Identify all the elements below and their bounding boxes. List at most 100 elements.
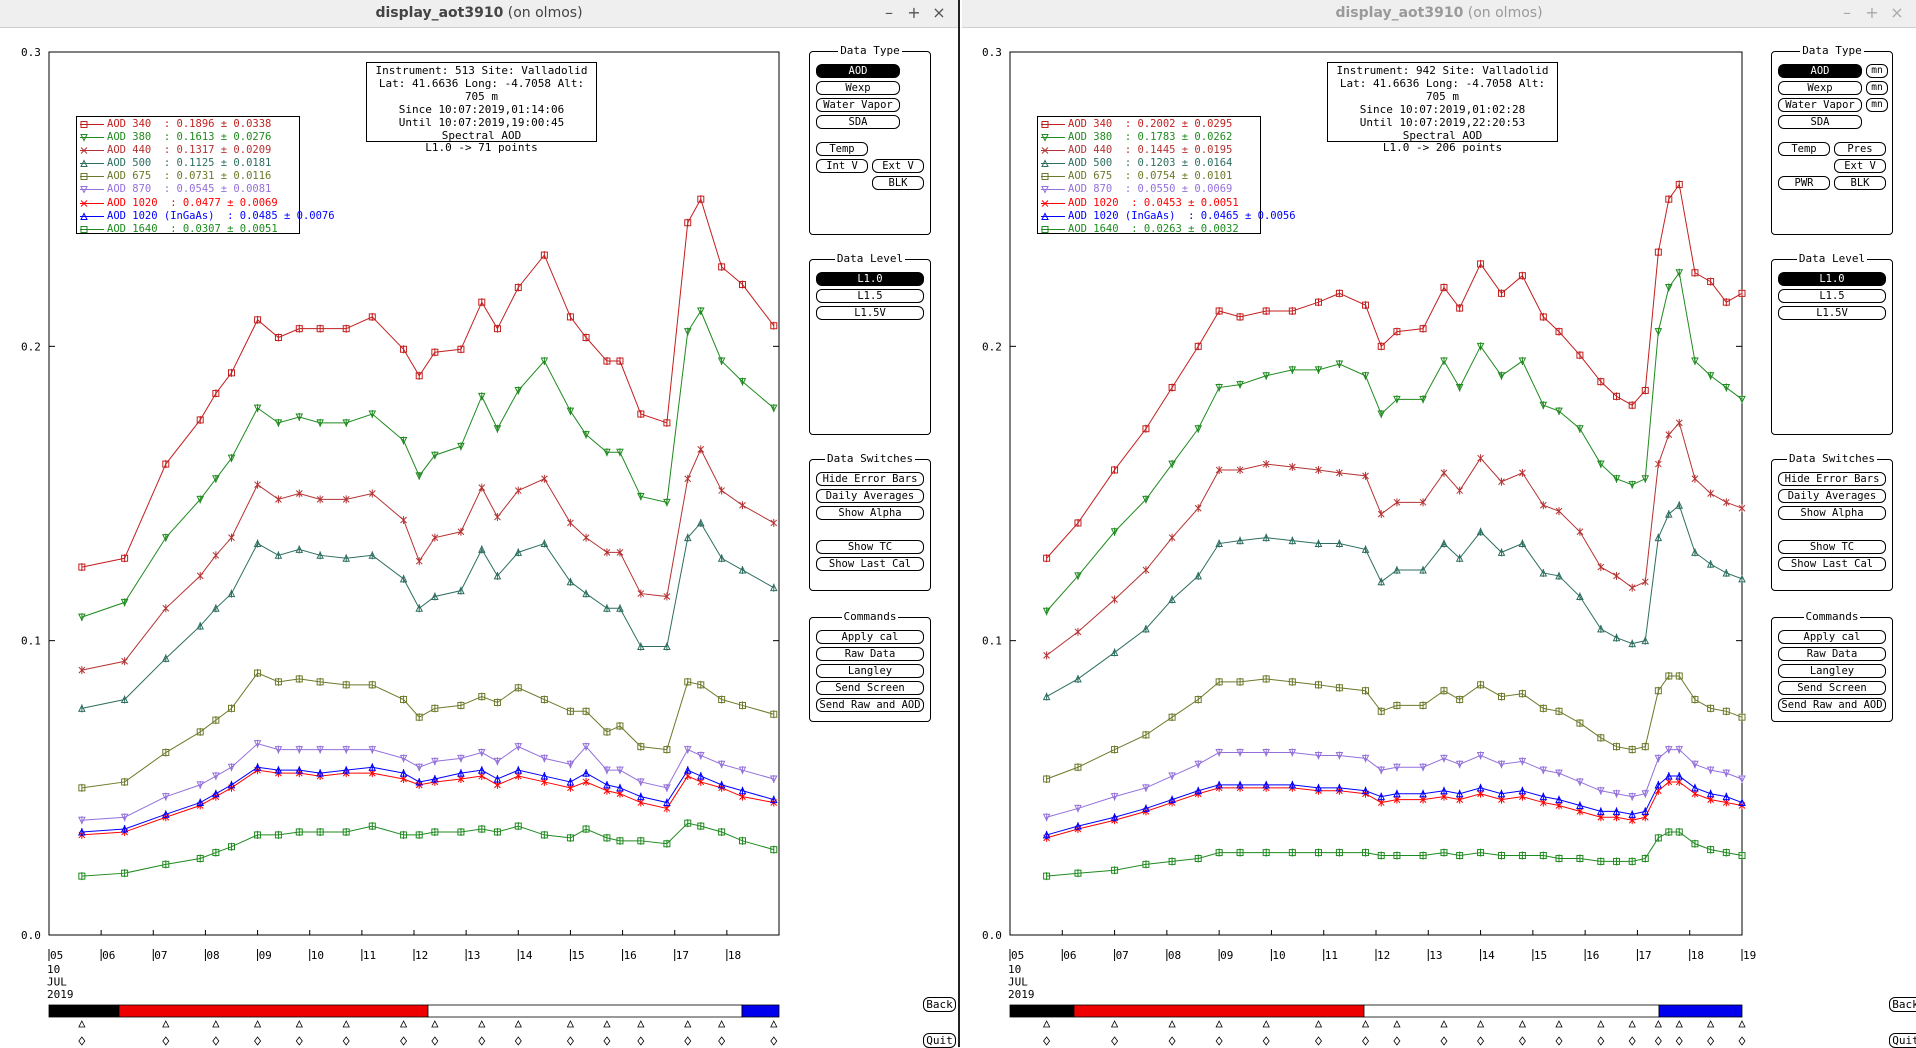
time-marker-diamond <box>1654 1036 1662 1046</box>
int-v-button[interactable]: Int V <box>816 159 868 173</box>
maximize-icon[interactable]: + <box>1865 3 1879 22</box>
data-point <box>431 534 439 542</box>
data-point <box>637 778 645 787</box>
titlebar-right[interactable]: display_aot3910 (on olmos) – + × <box>962 0 1916 28</box>
data-point <box>1194 425 1203 433</box>
hide-error-bars-button[interactable]: Hide Error Bars <box>1778 472 1886 486</box>
show-alpha-button[interactable]: Show Alpha <box>816 506 924 520</box>
quit-button[interactable]: Quit <box>923 1033 956 1048</box>
data-point <box>1288 749 1297 757</box>
data-point <box>1675 778 1683 786</box>
temp-button[interactable]: Temp <box>816 142 868 156</box>
back-button[interactable]: Back <box>1889 997 1916 1012</box>
l15-button[interactable]: L1.5 <box>816 289 924 303</box>
wexp-button[interactable]: Wexp <box>1778 81 1862 95</box>
data-point <box>663 805 671 812</box>
water-vapor-mn-button[interactable]: mn <box>1866 98 1888 112</box>
maximize-icon[interactable]: + <box>907 3 921 22</box>
data-point <box>274 419 283 427</box>
l10-button[interactable]: L1.0 <box>816 272 924 286</box>
data-point <box>457 528 465 536</box>
data-point <box>540 831 548 839</box>
minimize-icon[interactable]: – <box>1843 3 1851 22</box>
data-point <box>1738 289 1746 297</box>
daily-averages-button[interactable]: Daily Averages <box>816 489 924 503</box>
data-point <box>1111 746 1119 754</box>
ext-v-button[interactable]: Ext V <box>1834 159 1886 173</box>
send-screen-button[interactable]: Send Screen <box>816 681 924 695</box>
time-marker-diamond <box>212 1036 220 1046</box>
data-point <box>663 746 671 754</box>
l15v-button[interactable]: L1.5V <box>1778 306 1886 320</box>
back-button[interactable]: Back <box>923 997 956 1012</box>
data-point <box>540 696 548 704</box>
info-line: L1.0 -> 71 points <box>425 141 538 155</box>
data-point <box>1377 766 1386 775</box>
data-point <box>1641 475 1650 483</box>
blk-button[interactable]: BLK <box>872 176 924 190</box>
sda-button[interactable]: SDA <box>1778 115 1862 129</box>
data-point <box>1262 460 1270 468</box>
quit-button[interactable]: Quit <box>1889 1033 1916 1048</box>
data-point <box>582 589 590 598</box>
wexp-mn-button[interactable]: mn <box>1866 81 1888 95</box>
ext-v-button[interactable]: Ext V <box>872 159 924 173</box>
data-point <box>566 707 574 715</box>
data-point <box>477 392 486 401</box>
hide-error-bars-button[interactable]: Hide Error Bars <box>816 472 924 486</box>
send-raw-aod-button[interactable]: Send Raw and AOD <box>816 698 924 712</box>
data-point <box>228 369 235 377</box>
langley-button[interactable]: Langley <box>1778 664 1886 678</box>
x-tick-label: 09 <box>259 949 272 962</box>
raw-data-button[interactable]: Raw Data <box>1778 647 1886 661</box>
wexp-button[interactable]: Wexp <box>816 81 900 95</box>
data-point <box>1738 775 1746 784</box>
show-last-cal-button[interactable]: Show Last Cal <box>1778 557 1886 571</box>
titlebar-left[interactable]: display_aot3910 (on olmos) – + × <box>0 0 958 28</box>
data-point <box>603 448 611 457</box>
langley-button[interactable]: Langley <box>816 664 924 678</box>
data-point <box>1539 313 1547 321</box>
l10-button[interactable]: L1.0 <box>1778 272 1886 286</box>
l15-button[interactable]: L1.5 <box>1778 289 1886 303</box>
temp-button[interactable]: Temp <box>1778 142 1830 156</box>
panel-title: Data Switches <box>1786 452 1878 465</box>
show-tc-button[interactable]: Show TC <box>1778 540 1886 554</box>
data-point <box>1539 799 1547 806</box>
show-tc-button[interactable]: Show TC <box>816 540 924 554</box>
show-last-cal-button[interactable]: Show Last Cal <box>816 557 924 571</box>
legend-row: AOD 675 : 0.0731 ± 0.0116 <box>77 170 299 183</box>
data-point <box>739 793 746 801</box>
water-vapor-button[interactable]: Water Vapor <box>1778 98 1862 112</box>
aod-button[interactable]: AOD <box>816 64 900 78</box>
data-point <box>582 534 590 542</box>
raw-data-button[interactable]: Raw Data <box>816 647 924 661</box>
sda-button[interactable]: SDA <box>816 115 900 129</box>
aod-button[interactable]: AOD <box>1778 64 1862 78</box>
pwr-button[interactable]: PWR <box>1778 176 1830 190</box>
show-alpha-button[interactable]: Show Alpha <box>1778 506 1886 520</box>
legend-label: AOD 675 : 0.0731 ± 0.0116 <box>107 170 272 183</box>
data-point <box>1654 687 1662 695</box>
data-point <box>1377 792 1386 801</box>
time-marker-diamond <box>514 1036 522 1046</box>
pres-button[interactable]: Pres <box>1834 142 1886 156</box>
legend-marker-icon <box>1041 159 1065 168</box>
water-vapor-button[interactable]: Water Vapor <box>816 98 900 112</box>
legend-marker-icon <box>1041 199 1065 207</box>
apply-cal-button[interactable]: Apply cal <box>816 630 924 644</box>
apply-cal-button[interactable]: Apply cal <box>1778 630 1886 644</box>
minimize-icon[interactable]: – <box>885 3 893 22</box>
blk-button[interactable]: BLK <box>1834 176 1886 190</box>
data-point <box>1691 357 1699 366</box>
daily-averages-button[interactable]: Daily Averages <box>1778 489 1886 503</box>
aod-mn-button[interactable]: mn <box>1866 64 1888 78</box>
data-point <box>1613 857 1621 865</box>
close-icon[interactable]: × <box>1890 3 1904 22</box>
l15v-button[interactable]: L1.5V <box>816 306 924 320</box>
send-screen-button[interactable]: Send Screen <box>1778 681 1886 695</box>
data-point <box>663 798 671 807</box>
send-raw-aod-button[interactable]: Send Raw and AOD <box>1778 698 1886 712</box>
close-icon[interactable]: × <box>932 3 946 22</box>
data-point <box>78 704 86 712</box>
